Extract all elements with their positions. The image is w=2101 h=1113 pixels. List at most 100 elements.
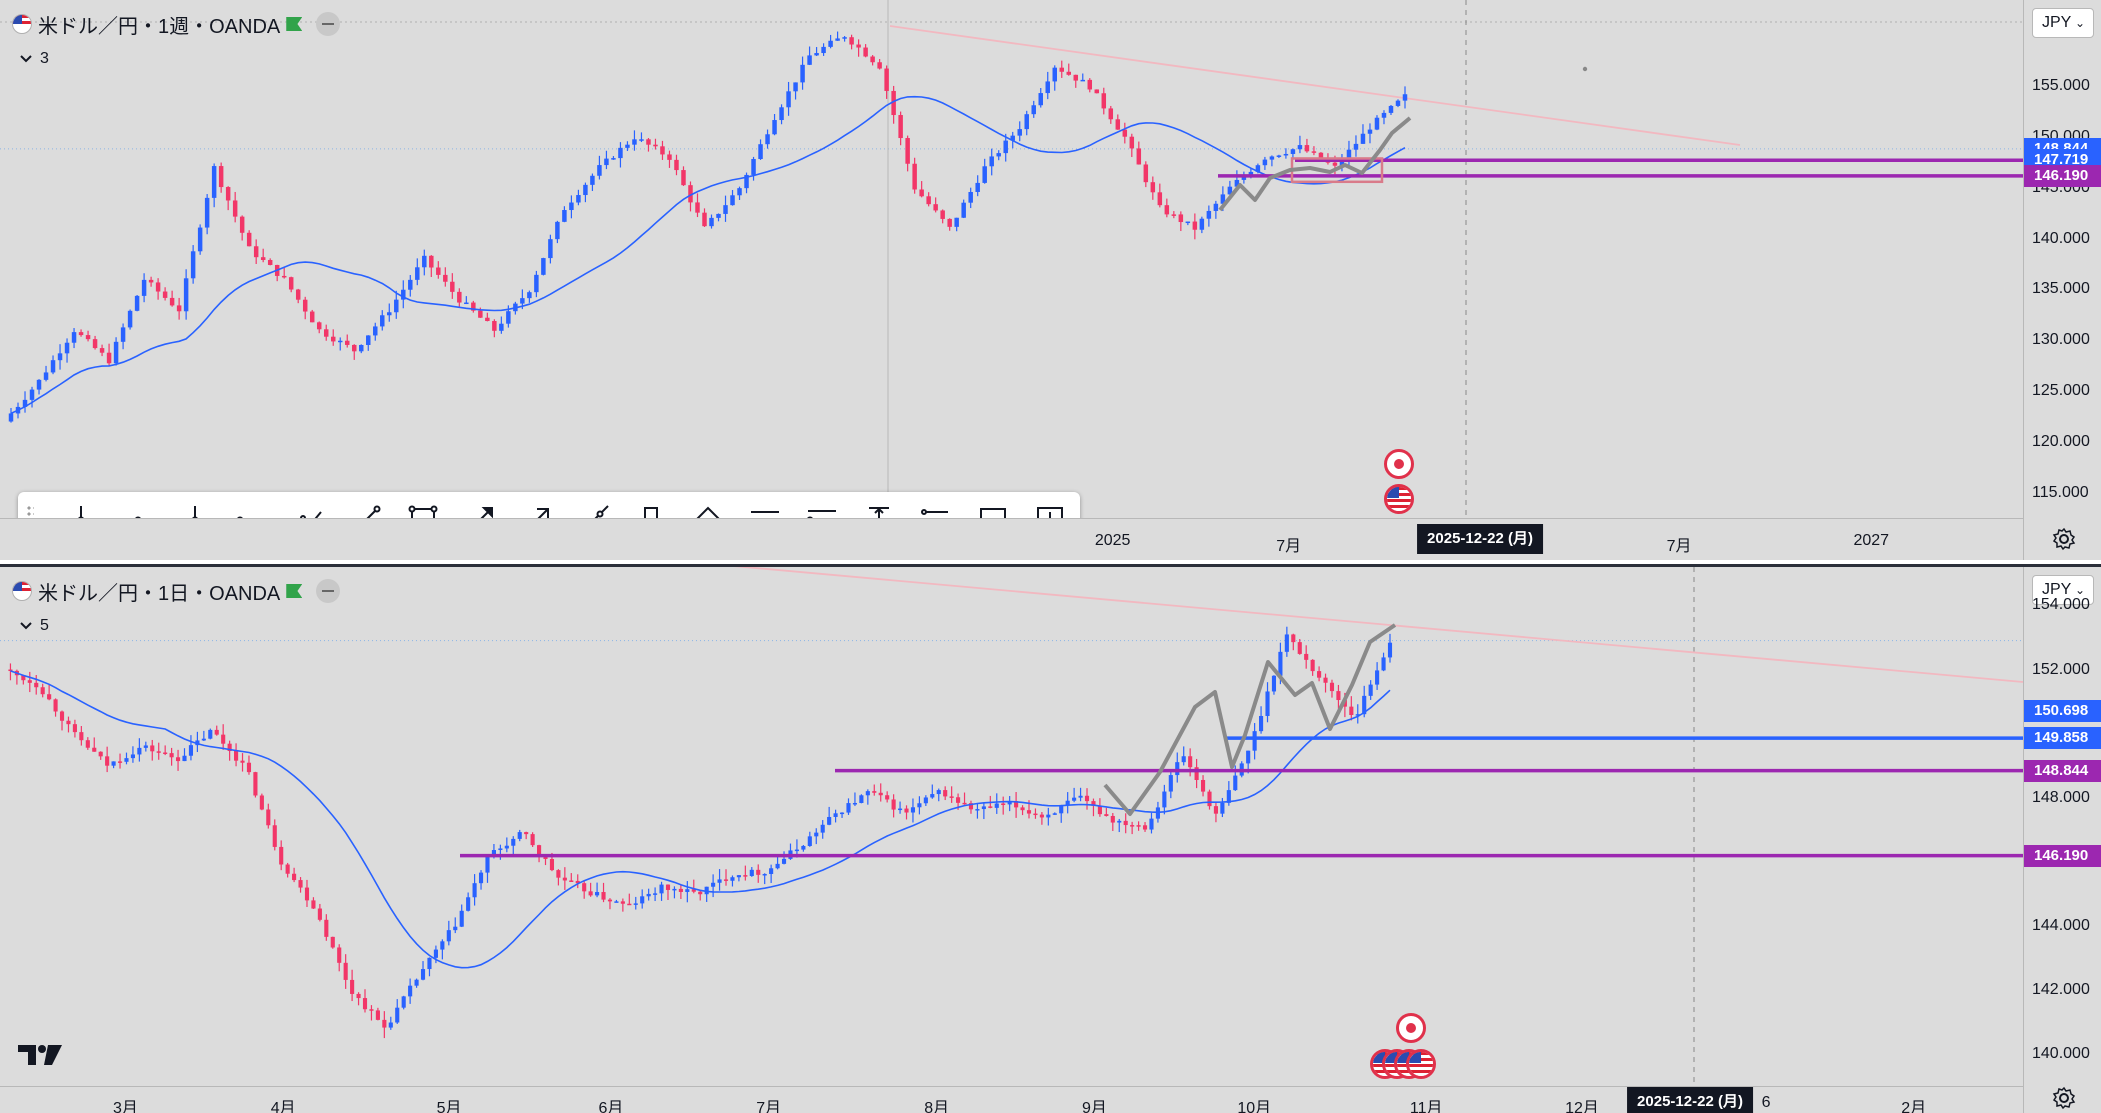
collapse-legend-icon[interactable] — [316, 579, 341, 603]
daily-price-axis[interactable]: JPY ⌄ 154.000 152.000 148.000 144.000 142.00… — [2023, 567, 2101, 1113]
path-annotation[interactable] — [1218, 116, 1412, 212]
collapse-legend-icon[interactable] — [316, 12, 341, 36]
weekly-symbol-label[interactable]: 米ドル／円・1週・OANDA — [38, 15, 281, 38]
candle — [1360, 124, 1366, 144]
daily-symbol-label[interactable]: 米ドル／円・1日・OANDA — [38, 582, 281, 605]
candle — [1388, 105, 1394, 115]
candle — [182, 748, 187, 762]
us-event-flag-icon[interactable] — [1406, 1049, 1436, 1079]
daily-time-axis[interactable]: 3月 4月 5月 6月 7月 8月 9月 10月 11月 12月 6 2月 2025-12-22 (月… — [0, 1086, 2023, 1113]
candle — [885, 791, 890, 803]
candle — [1323, 673, 1328, 693]
candle — [504, 837, 509, 853]
gear-icon[interactable] — [2052, 1086, 2076, 1110]
candle — [646, 888, 651, 901]
candle — [420, 961, 426, 981]
path-annotation[interactable] — [1103, 623, 1397, 816]
chevron-down-icon: ⌄ — [2074, 16, 2085, 30]
candle — [1283, 148, 1289, 159]
candle — [401, 995, 406, 1010]
candle — [1104, 807, 1109, 817]
downtrend-line[interactable] — [889, 25, 1741, 146]
candle — [190, 245, 196, 284]
candle — [50, 355, 56, 375]
candle — [1059, 804, 1064, 823]
gear-icon[interactable] — [2052, 527, 2076, 551]
weekly-plot-area[interactable] — [0, 0, 2023, 518]
us-flag-icon — [12, 14, 32, 34]
candle — [1291, 633, 1296, 651]
candle — [1368, 680, 1373, 700]
daily-indicator-toggle[interactable]: 5 — [20, 617, 49, 635]
chevron-down-icon — [20, 55, 32, 63]
daily-plot-area[interactable] — [0, 562, 2024, 1086]
candle — [1142, 822, 1148, 832]
candle — [723, 195, 728, 222]
candle — [681, 166, 686, 187]
candle — [8, 407, 14, 423]
candle — [106, 343, 112, 366]
tradingview-logo-icon[interactable] — [18, 1043, 64, 1067]
candle — [793, 82, 798, 100]
market-status-icon — [286, 17, 303, 31]
candle — [698, 889, 703, 901]
daily-candles-chart[interactable] — [0, 562, 2024, 1086]
weekly-candles-chart[interactable] — [0, 0, 2023, 518]
candle — [1052, 65, 1057, 91]
economic-event-icon[interactable] — [1396, 1013, 1426, 1043]
time-tick-label: 2027 — [1853, 532, 1890, 549]
downtrend-line[interactable] — [699, 562, 2024, 683]
candle — [947, 218, 952, 231]
candle — [337, 944, 342, 972]
time-tick-label: 9月 — [1081, 1100, 1107, 1113]
weekly-price-axis[interactable]: JPY ⌄ 155.000 150.000 145.000 140.000 135.00… — [2023, 0, 2101, 560]
candle — [917, 796, 922, 815]
candle — [835, 31, 840, 41]
weekly-legend[interactable]: 米ドル／円・1週・OANDA — [12, 10, 341, 38]
weekly-currency-select[interactable]: JPY ⌄ — [2032, 8, 2094, 38]
candle — [1367, 123, 1373, 144]
economic-event-icon[interactable] — [1384, 449, 1414, 479]
daily-chart-pane[interactable]: 米ドル／円・1日・OANDA 5 JPY ⌄ 154.000 152.000 148… — [0, 562, 2101, 1113]
candle — [143, 741, 148, 752]
candle — [485, 855, 490, 883]
moving-average-line[interactable] — [10, 95, 1406, 415]
candle — [1149, 812, 1154, 834]
candle — [478, 870, 484, 890]
candle — [127, 309, 133, 330]
candle — [923, 795, 928, 807]
daily-currency-select[interactable]: JPY ⌄ — [2032, 575, 2094, 605]
us-event-flag-icon[interactable] — [1384, 484, 1414, 514]
candle — [968, 800, 974, 814]
candle — [239, 215, 245, 241]
candle — [536, 844, 542, 863]
candle — [440, 939, 445, 960]
candle — [1162, 784, 1167, 815]
candle — [408, 978, 413, 1004]
candle — [1297, 135, 1303, 154]
candle — [472, 874, 477, 906]
daily-legend[interactable]: 米ドル／円・1日・OANDA — [12, 577, 341, 605]
candle — [702, 208, 707, 228]
price-tick-label: 148.000 — [2032, 788, 2090, 806]
candle — [345, 334, 350, 348]
candle — [1304, 138, 1310, 153]
candle — [1317, 666, 1322, 682]
time-tick-label: 8月 — [924, 1100, 950, 1113]
weekly-indicator-toggle[interactable]: 3 — [20, 50, 49, 68]
candle — [1038, 87, 1043, 108]
candle — [943, 786, 948, 801]
weekly-chart-pane[interactable]: 米ドル／円・1週・OANDA 3 JPY ⌄ 155.000 150.000 145… — [0, 0, 2101, 560]
candle — [1199, 216, 1205, 234]
candle — [1206, 205, 1212, 227]
candle — [839, 812, 845, 818]
candle — [71, 328, 77, 349]
candle — [316, 321, 322, 334]
candle — [665, 884, 671, 900]
moving-average-line[interactable] — [10, 670, 1391, 969]
candle — [891, 85, 896, 124]
candle — [667, 150, 672, 168]
candle — [627, 893, 632, 906]
candle — [744, 172, 749, 194]
weekly-time-axis[interactable]: 2025 7月 7月 2027 2025-12-22 (月) — [0, 518, 2023, 560]
